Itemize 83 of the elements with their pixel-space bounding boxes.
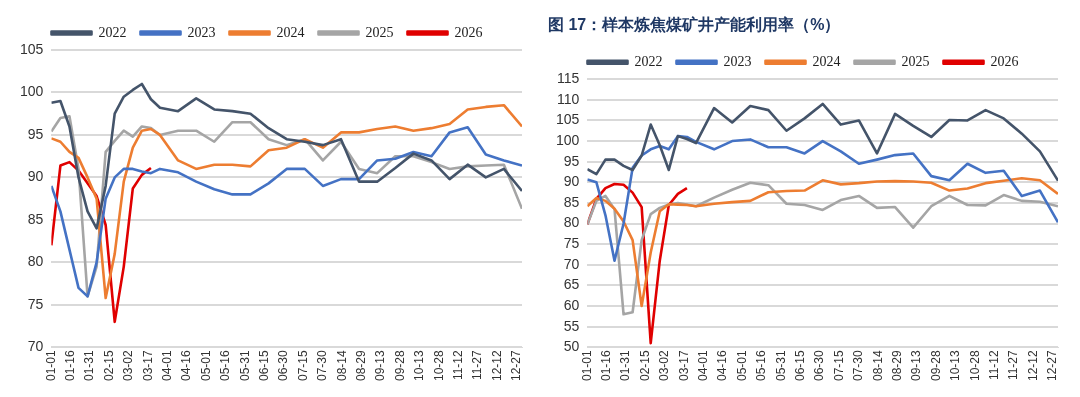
legend-label: 2023 xyxy=(723,53,752,69)
x-tick-label: 03-02 xyxy=(657,349,672,382)
y-tick-label: 90 xyxy=(563,173,580,190)
y-tick-label: 85 xyxy=(563,193,580,210)
x-tick-label: 01-16 xyxy=(599,349,614,382)
x-tick-label: 11-12 xyxy=(986,349,1001,381)
x-tick-label: 08-14 xyxy=(334,349,349,382)
legend-label: 2026 xyxy=(454,24,483,40)
legend-label: 2023 xyxy=(187,24,216,40)
legend-label: 2024 xyxy=(276,24,305,40)
x-tick-label: 07-15 xyxy=(295,349,310,382)
y-tick-label: 85 xyxy=(27,210,44,227)
y-tick-label: 50 xyxy=(563,338,580,355)
x-tick-label: 11-27 xyxy=(470,349,485,381)
x-tick-label: 03-02 xyxy=(121,349,136,382)
x-tick-label: 09-28 xyxy=(392,349,407,382)
legend-label: 2022 xyxy=(634,53,663,69)
y-tick-label: 60 xyxy=(563,296,580,313)
x-tick-label: 05-01 xyxy=(734,349,749,382)
x-tick-label: 12-27 xyxy=(1045,349,1060,382)
x-tick-label: 01-31 xyxy=(618,349,633,382)
x-tick-label: 01-16 xyxy=(63,349,78,382)
y-tick-label: 105 xyxy=(556,111,580,128)
x-tick-label: 06-30 xyxy=(276,349,291,382)
x-tick-label: 05-31 xyxy=(237,349,252,382)
y-tick-label: 65 xyxy=(563,276,580,293)
x-tick-label: 10-13 xyxy=(412,349,427,382)
x-tick-label: 05-01 xyxy=(198,349,213,382)
y-tick-label: 80 xyxy=(27,253,44,270)
x-tick-label: 01-31 xyxy=(82,349,97,382)
x-tick-label: 06-15 xyxy=(793,349,808,382)
x-tick-label: 04-16 xyxy=(715,349,730,382)
x-tick-label: 12-12 xyxy=(1025,349,1040,382)
y-tick-label: 55 xyxy=(563,317,580,334)
legend-label: 2022 xyxy=(98,24,127,40)
x-tick-label: 11-12 xyxy=(450,349,465,381)
x-tick-label: 05-16 xyxy=(754,349,769,382)
y-tick-label: 80 xyxy=(563,214,580,231)
x-tick-label: 08-29 xyxy=(889,349,904,382)
legend-label: 2026 xyxy=(990,53,1019,69)
x-tick-label: 08-14 xyxy=(870,349,885,382)
y-tick-label: 75 xyxy=(27,295,44,312)
x-tick-label: 05-16 xyxy=(218,349,233,382)
y-tick-label: 100 xyxy=(20,83,44,100)
y-tick-label: 70 xyxy=(27,338,44,355)
x-tick-label: 09-13 xyxy=(909,349,924,382)
y-tick-label: 110 xyxy=(557,90,580,107)
x-tick-label: 12-27 xyxy=(509,349,524,382)
legend-label: 2024 xyxy=(812,53,841,69)
x-tick-label: 10-28 xyxy=(967,349,982,382)
x-tick-label: 04-01 xyxy=(160,349,175,382)
x-tick-label: 08-29 xyxy=(353,349,368,382)
legend-label: 2025 xyxy=(365,24,394,40)
y-tick-label: 70 xyxy=(563,255,580,272)
x-tick-label: 10-28 xyxy=(431,349,446,382)
x-tick-label: 09-28 xyxy=(928,349,943,382)
x-tick-label: 02-15 xyxy=(637,349,652,382)
x-tick-label: 06-30 xyxy=(812,349,827,382)
x-tick-label: 09-13 xyxy=(373,349,388,382)
y-tick-label: 95 xyxy=(563,152,580,169)
x-tick-label: 01-01 xyxy=(579,349,594,382)
y-tick-label: 100 xyxy=(556,131,580,148)
y-tick-label: 115 xyxy=(557,70,580,87)
x-tick-label: 04-16 xyxy=(179,349,194,382)
x-tick-label: 07-15 xyxy=(831,349,846,382)
x-tick-label: 07-30 xyxy=(851,349,866,382)
x-tick-label: 05-31 xyxy=(773,349,788,382)
y-tick-label: 95 xyxy=(27,125,44,142)
x-tick-label: 07-30 xyxy=(315,349,330,382)
x-tick-label: 02-15 xyxy=(101,349,116,382)
x-tick-label: 12-12 xyxy=(489,349,504,382)
x-tick-label: 11-27 xyxy=(1006,349,1021,381)
chart-title: 图 17：样本炼焦煤矿井产能利用率（%） xyxy=(548,15,841,35)
x-tick-label: 03-17 xyxy=(676,349,691,382)
y-tick-label: 105 xyxy=(20,40,44,57)
x-tick-label: 03-17 xyxy=(140,349,155,382)
y-tick-label: 75 xyxy=(563,235,580,252)
x-tick-label: 10-13 xyxy=(948,349,963,382)
legend-label: 2025 xyxy=(901,53,930,69)
x-tick-label: 06-15 xyxy=(257,349,272,382)
x-tick-label: 01-01 xyxy=(43,349,58,382)
y-tick-label: 90 xyxy=(27,168,44,185)
x-tick-label: 04-01 xyxy=(696,349,711,382)
